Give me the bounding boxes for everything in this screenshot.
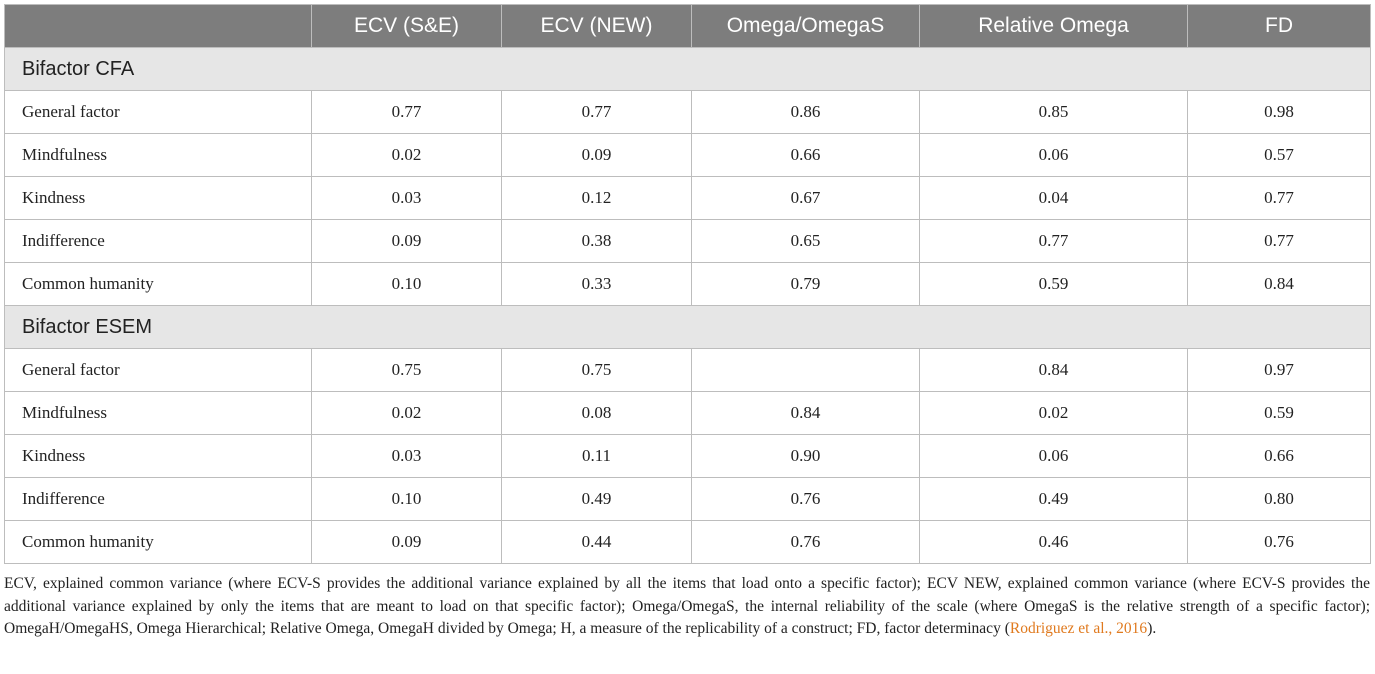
table-footnote: ECV, explained common variance (where EC…	[4, 573, 1370, 641]
table-cell: 0.98	[1187, 90, 1371, 134]
section-row: Bifactor CFA	[4, 47, 1371, 91]
table-row: Mindfulness 0.02 0.09 0.66 0.06 0.57	[4, 133, 1371, 177]
table-cell: 0.77	[1187, 219, 1371, 263]
table-cell: 0.11	[501, 434, 692, 478]
table-cell: 0.10	[311, 477, 502, 521]
table-cell: 0.46	[919, 520, 1188, 564]
table-cell: 0.76	[1187, 520, 1371, 564]
table-cell	[691, 348, 920, 392]
table-cell: 0.49	[501, 477, 692, 521]
table-cell: 0.33	[501, 262, 692, 306]
table-cell: 0.75	[501, 348, 692, 392]
table-cell: 0.84	[691, 391, 920, 435]
section-title: Bifactor CFA	[4, 47, 1371, 91]
table-cell: 0.03	[311, 176, 502, 220]
table-cell: 0.09	[311, 219, 502, 263]
table-cell: 0.67	[691, 176, 920, 220]
row-label: Indifference	[4, 477, 312, 521]
row-label: Mindfulness	[4, 391, 312, 435]
table-cell: 0.12	[501, 176, 692, 220]
table-row: Mindfulness 0.02 0.08 0.84 0.02 0.59	[4, 391, 1371, 435]
table-cell: 0.02	[311, 133, 502, 177]
table-cell: 0.84	[919, 348, 1188, 392]
results-table: ECV (S&E) ECV (NEW) Omega/OmegaS Relativ…	[4, 4, 1371, 564]
table-cell: 0.77	[501, 90, 692, 134]
table-cell: 0.90	[691, 434, 920, 478]
header-omega: Omega/OmegaS	[691, 4, 920, 48]
table-cell: 0.03	[311, 434, 502, 478]
table-cell: 0.08	[501, 391, 692, 435]
table-cell: 0.44	[501, 520, 692, 564]
table-cell: 0.77	[1187, 176, 1371, 220]
section-title: Bifactor ESEM	[4, 305, 1371, 349]
table-cell: 0.79	[691, 262, 920, 306]
table-cell: 0.49	[919, 477, 1188, 521]
row-label: Kindness	[4, 176, 312, 220]
header-relative-omega: Relative Omega	[919, 4, 1188, 48]
table-cell: 0.02	[919, 391, 1188, 435]
table-row: General factor 0.77 0.77 0.86 0.85 0.98	[4, 90, 1371, 134]
table-cell: 0.66	[1187, 434, 1371, 478]
results-table-container: ECV (S&E) ECV (NEW) Omega/OmegaS Relativ…	[4, 4, 1371, 564]
footnote-end: ).	[1147, 620, 1157, 637]
row-label: Common humanity	[4, 520, 312, 564]
section-row: Bifactor ESEM	[4, 305, 1371, 349]
table-cell: 0.75	[311, 348, 502, 392]
header-ecv-se: ECV (S&E)	[311, 4, 502, 48]
table-cell: 0.66	[691, 133, 920, 177]
table-cell: 0.10	[311, 262, 502, 306]
table-cell: 0.77	[919, 219, 1188, 263]
table-row: Kindness 0.03 0.12 0.67 0.04 0.77	[4, 176, 1371, 220]
footnote-reference-link[interactable]: Rodriguez et al., 2016	[1009, 620, 1148, 637]
row-label: General factor	[4, 348, 312, 392]
table-cell: 0.09	[501, 133, 692, 177]
table-row: Indifference 0.10 0.49 0.76 0.49 0.80	[4, 477, 1371, 521]
table-cell: 0.76	[691, 477, 920, 521]
header-row: ECV (S&E) ECV (NEW) Omega/OmegaS Relativ…	[4, 4, 1371, 48]
table-cell: 0.65	[691, 219, 920, 263]
header-blank	[4, 4, 312, 48]
table-cell: 0.59	[1187, 391, 1371, 435]
row-label: Mindfulness	[4, 133, 312, 177]
table-row: Kindness 0.03 0.11 0.90 0.06 0.66	[4, 434, 1371, 478]
table-cell: 0.59	[919, 262, 1188, 306]
table-row: Indifference 0.09 0.38 0.65 0.77 0.77	[4, 219, 1371, 263]
table-cell: 0.80	[1187, 477, 1371, 521]
table-row: General factor 0.75 0.75 0.84 0.97	[4, 348, 1371, 392]
table-row: Common humanity 0.09 0.44 0.76 0.46 0.76	[4, 520, 1371, 564]
table-cell: 0.38	[501, 219, 692, 263]
table-cell: 0.02	[311, 391, 502, 435]
table-row: Common humanity 0.10 0.33 0.79 0.59 0.84	[4, 262, 1371, 306]
table-cell: 0.86	[691, 90, 920, 134]
table-cell: 0.97	[1187, 348, 1371, 392]
table-cell: 0.04	[919, 176, 1188, 220]
table-cell: 0.09	[311, 520, 502, 564]
table-cell: 0.77	[311, 90, 502, 134]
footnote-text: ECV, explained common variance (where EC…	[4, 575, 1370, 637]
table-cell: 0.76	[691, 520, 920, 564]
row-label: Kindness	[4, 434, 312, 478]
table-cell: 0.84	[1187, 262, 1371, 306]
header-fd: FD	[1187, 4, 1371, 48]
table-cell: 0.06	[919, 133, 1188, 177]
table-cell: 0.57	[1187, 133, 1371, 177]
row-label: Indifference	[4, 219, 312, 263]
table-cell: 0.85	[919, 90, 1188, 134]
header-ecv-new: ECV (NEW)	[501, 4, 692, 48]
table-cell: 0.06	[919, 434, 1188, 478]
row-label: Common humanity	[4, 262, 312, 306]
row-label: General factor	[4, 90, 312, 134]
table-body: Bifactor CFA General factor 0.77 0.77 0.86 0.…	[4, 47, 1371, 564]
